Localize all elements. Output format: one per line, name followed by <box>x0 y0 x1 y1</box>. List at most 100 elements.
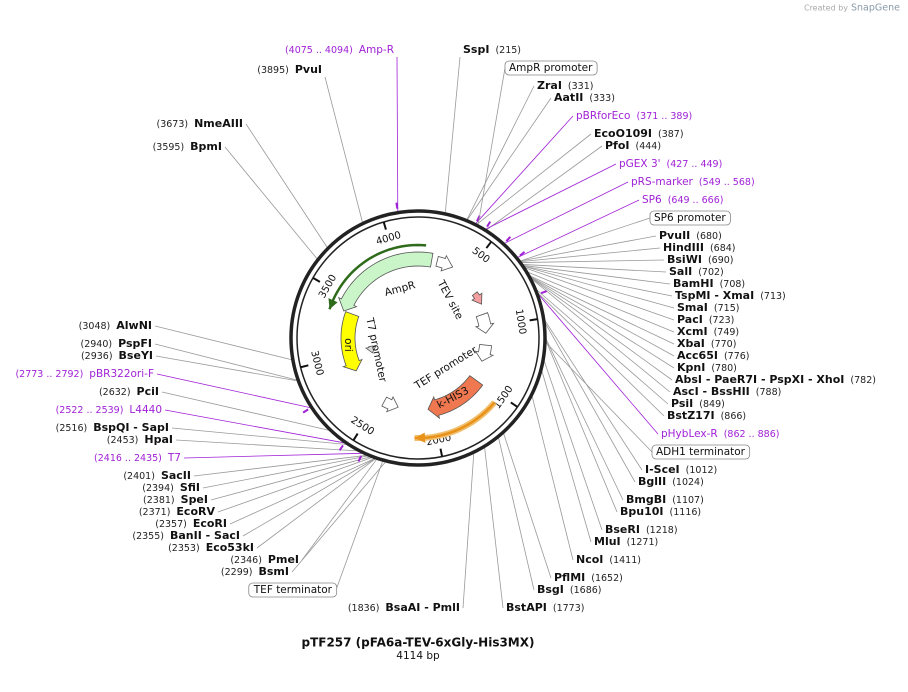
brand: SnapGene <box>851 3 900 14</box>
site-location: (549 .. 568) <box>699 177 755 188</box>
ring-tick <box>485 241 493 249</box>
site-location: (333) <box>589 93 615 104</box>
site-name: SacII <box>161 469 191 482</box>
site-name: TspMI - XmaI <box>675 289 754 302</box>
site-label: PflMI (1652) <box>554 571 623 584</box>
leader-line <box>485 163 617 230</box>
site-label: (3048) AlwNI <box>79 319 152 332</box>
leader-line <box>498 437 535 591</box>
site-label: SP6 (649 .. 666) <box>642 194 723 206</box>
leader-line <box>520 235 657 262</box>
site-location: (723) <box>709 315 735 326</box>
site-name: Eco53kI <box>206 541 254 554</box>
leader-line <box>536 289 669 405</box>
site-name: BamHI <box>673 277 714 290</box>
site-name: BsgI <box>537 583 564 596</box>
site-name: MluI <box>594 535 621 548</box>
site-label: (2516) BspQI - SapI <box>56 421 169 434</box>
leader-line <box>217 457 373 513</box>
site-location: (427 .. 449) <box>667 159 723 170</box>
ring-tick-label: 4000 <box>375 230 403 248</box>
site-location: (215) <box>495 45 521 56</box>
site-name: pHybLex-R <box>661 428 718 440</box>
leader-line <box>154 325 292 361</box>
site-label: PfoI (444) <box>605 139 661 152</box>
site-name: BsiWI <box>667 253 702 266</box>
site-name: HindIII <box>663 241 704 254</box>
leader-line <box>524 267 675 321</box>
site-location: (3673) <box>156 119 188 130</box>
site-location: (782) <box>850 375 876 386</box>
leader-line <box>256 458 376 549</box>
site-location: (1024) <box>672 477 704 488</box>
leader-line <box>291 461 386 573</box>
feature-arrow <box>427 375 484 420</box>
created-by: Created by <box>804 4 848 13</box>
site-label: (2355) BanII - SacI <box>132 529 240 542</box>
site-label: (3595) BpmI <box>153 140 222 153</box>
site-location: (708) <box>720 279 746 290</box>
site-name: PciI <box>137 385 159 398</box>
site-label: EcoO109I (387) <box>594 127 684 140</box>
site-location: (749) <box>714 327 740 338</box>
site-name: EcoO109I <box>594 127 652 140</box>
feature-box-label: SP6 promoter <box>654 212 726 224</box>
site-label: SmaI (715) <box>677 301 739 314</box>
leader-line <box>522 264 667 273</box>
site-location: (2381) <box>143 495 175 506</box>
leader-line <box>527 271 675 333</box>
feature-arrow <box>381 395 399 413</box>
site-label: PvuII (680) <box>659 229 722 242</box>
site-location: (1116) <box>670 507 702 518</box>
feature-arrow <box>474 312 495 334</box>
site-location: (2357) <box>155 519 187 530</box>
site-name: SpeI <box>181 493 208 506</box>
ring-tick <box>352 433 359 441</box>
leader-line <box>175 439 358 452</box>
site-label: pBRforEco (371 .. 389) <box>576 110 692 122</box>
site-name: AlwNI <box>116 319 152 332</box>
site-location: (1107) <box>672 495 704 506</box>
map-size: 4114 bp <box>396 650 440 662</box>
leader-line <box>301 458 378 561</box>
site-name: HpaI <box>144 433 173 446</box>
site-name: BmgBI <box>626 493 666 506</box>
site-location: (331) <box>568 81 594 92</box>
site-label: pHybLex-R (862 .. 886) <box>661 428 779 440</box>
site-label: NcoI (1411) <box>576 553 641 566</box>
leader-line <box>486 145 603 231</box>
site-location: (2299) <box>221 567 253 578</box>
ring-tick-label: 3000 <box>308 350 325 377</box>
site-location: (2453) <box>107 435 139 446</box>
site-label: (2381) SpeI <box>143 493 208 506</box>
leader-line <box>530 276 675 357</box>
site-name: pGEX 3' <box>619 158 661 170</box>
site-location: (1411) <box>609 555 641 566</box>
leader-line <box>477 67 506 226</box>
site-name: T7 <box>167 452 181 464</box>
feature-box <box>248 582 338 598</box>
site-label: (2353) Eco53kI <box>168 541 254 554</box>
leader-line <box>210 456 371 501</box>
site-name: XbaI <box>677 337 705 350</box>
primer-mark <box>540 290 548 295</box>
site-label: (2371) EcoRV <box>139 505 216 518</box>
site-name: XcmI <box>677 325 708 338</box>
site-location: (1652) <box>591 573 623 584</box>
site-name: PvuII <box>659 229 690 242</box>
site-location: (770) <box>711 339 737 350</box>
leader-line <box>245 123 328 248</box>
site-name: pBRforEco <box>576 110 630 122</box>
site-label: BseRI (1218) <box>605 523 678 536</box>
leader-line <box>530 277 673 381</box>
leader-line <box>531 278 671 393</box>
leader-line <box>537 292 665 417</box>
leader-lines <box>154 56 675 609</box>
site-location: (2394) <box>142 483 174 494</box>
feature-box-label: ADH1 terminator <box>656 446 746 458</box>
site-label: Acc65I (776) <box>677 349 750 362</box>
site-location: (1686) <box>570 585 602 596</box>
site-location: (2346) <box>230 555 262 566</box>
